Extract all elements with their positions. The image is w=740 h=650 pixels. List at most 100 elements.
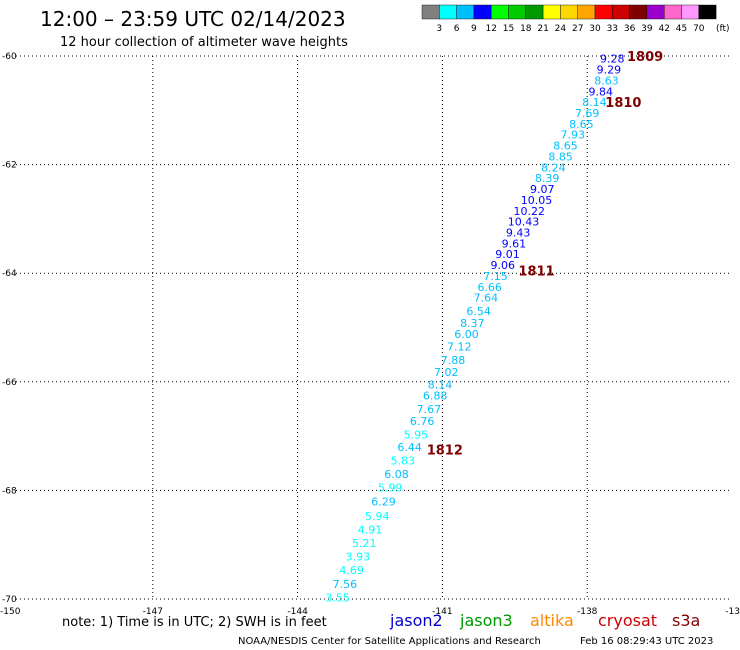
- satellite-legend: jason2 jason3 altika cryosat s3a: [389, 611, 700, 630]
- legend-swatch: [577, 4, 596, 20]
- wave-height-value: 6.76: [410, 415, 435, 428]
- pass-label: 1811: [518, 264, 554, 279]
- legend-label: 9: [471, 24, 477, 34]
- y-tick-label: -62: [2, 161, 17, 171]
- wave-height-value: 8.65: [553, 140, 578, 153]
- legend-label: 12: [485, 24, 496, 34]
- note-text: note: 1) Time is in UTC; 2) SWH is in fe…: [62, 615, 327, 630]
- wave-height-value: 5.21: [352, 537, 377, 550]
- pass-label: 1809: [627, 50, 663, 65]
- legend-swatch: [646, 4, 665, 20]
- wave-height-value: 6.88: [423, 389, 448, 402]
- legend-label: 21: [537, 24, 548, 34]
- wave-height-value: 6.29: [371, 495, 396, 508]
- legend-unit: (ft): [716, 24, 730, 34]
- wave-height-value: 8.85: [548, 150, 573, 163]
- y-axis-ticks: -60 -62 -64 -66 -68 -70: [2, 52, 17, 605]
- wave-height-value: 8.63: [594, 74, 619, 87]
- y-tick-label: -64: [2, 269, 17, 279]
- footer-timestamp: Feb 16 08:29:43 UTC 2023: [580, 636, 713, 647]
- legend-label: 45: [676, 24, 687, 34]
- wave-height-value: 7.93: [560, 129, 585, 142]
- legend-swatch: [664, 4, 682, 20]
- wave-height-value: 9.06: [490, 259, 515, 272]
- legend-swatch: [456, 4, 475, 20]
- wave-height-value: 5.83: [391, 455, 416, 468]
- legend-swatch: [542, 4, 561, 20]
- wave-height-value: 7.02: [434, 366, 459, 379]
- chart-title: 12:00 – 23:59 UTC 02/14/2023: [40, 7, 346, 31]
- legend-swatch: [698, 4, 717, 20]
- x-tick-label: -13: [725, 607, 740, 617]
- wave-height-value: 6.00: [454, 328, 479, 341]
- legend-swatch: [629, 4, 648, 20]
- wave-height-value: 3.55: [325, 591, 350, 604]
- x-tick-label: -138: [577, 607, 598, 617]
- legend-swatch: [525, 4, 544, 20]
- wave-height-value: 8.37: [460, 317, 485, 330]
- wave-height-value: 10.05: [521, 194, 553, 207]
- legend-label: 18: [520, 24, 532, 34]
- satellite-name: jason2: [389, 611, 443, 630]
- x-axis-ticks: -150 -147 -144 -141 -138 -13: [0, 607, 740, 617]
- pass-label: 1812: [427, 444, 463, 459]
- wave-height-value: 7.88: [441, 354, 466, 367]
- legend-swatch: [473, 4, 492, 20]
- legend-label: 6: [454, 24, 460, 34]
- legend-label: 15: [503, 24, 514, 34]
- legend-swatch: [439, 4, 457, 20]
- legend-swatch: [421, 4, 440, 20]
- legend-label: 70: [693, 24, 705, 34]
- wave-height-value: 8.39: [535, 172, 560, 185]
- satellite-name: s3a: [672, 611, 700, 630]
- wave-height-value: 7.64: [474, 292, 499, 305]
- x-tick-label: -141: [432, 607, 452, 617]
- legend-label: 30: [589, 24, 601, 34]
- wave-height-value: 9.43: [506, 226, 531, 239]
- satellite-name: jason3: [459, 611, 513, 630]
- wave-height-value: 10.43: [508, 216, 540, 229]
- satellite-name: cryosat: [598, 611, 657, 630]
- wave-height-value: 4.91: [358, 523, 383, 536]
- wave-height-value: 10.22: [514, 205, 546, 218]
- legend-label: 27: [572, 24, 583, 34]
- wave-height-value: 7.15: [483, 270, 508, 283]
- y-tick-label: -70: [2, 595, 17, 605]
- legend-swatch: [594, 4, 613, 20]
- wave-height-value: 9.28: [600, 53, 625, 66]
- legend-swatch: [491, 4, 509, 20]
- pass-labels: 1809 1810 1811 1812: [427, 50, 663, 459]
- y-tick-label: -68: [2, 486, 17, 496]
- legend-label: 33: [607, 24, 618, 34]
- wave-height-value: 8.24: [541, 161, 566, 174]
- wave-height-value: 8.14: [582, 96, 607, 109]
- wave-height-value: 5.95: [404, 428, 429, 441]
- color-legend: 3 6 9 12 15 18 21 24 27 30 33 36 39 42 45 70 (ft): [421, 4, 730, 34]
- wave-height-value: 9.61: [502, 237, 527, 250]
- legend-swatch: [560, 4, 578, 20]
- legend-swatch: [681, 4, 699, 20]
- legend-label: 39: [641, 24, 653, 34]
- wave-height-value: 7.12: [447, 341, 472, 354]
- wave-height-value: 4.69: [339, 564, 364, 577]
- y-tick-label: -60: [2, 52, 17, 62]
- wave-height-value: 9.07: [530, 183, 555, 196]
- chart-subtitle: 12 hour collection of altimeter wave hei…: [60, 35, 348, 50]
- wave-height-value: 6.44: [397, 441, 422, 454]
- wave-height-value: 3.93: [346, 551, 371, 564]
- pass-label: 1810: [605, 96, 641, 111]
- y-tick-label: -66: [2, 378, 17, 388]
- footer-credit: NOAA/NESDIS Center for Satellite Applica…: [238, 636, 541, 647]
- wave-height-value: 8.65: [569, 118, 594, 131]
- legend-label: 42: [658, 24, 669, 34]
- legend-label: 36: [624, 24, 636, 34]
- legend-label: 3: [436, 24, 442, 34]
- wave-height-value: 9.84: [588, 85, 613, 98]
- satellite-name: altika: [530, 611, 574, 630]
- legend-swatch: [612, 4, 630, 20]
- wave-height-value: 9.01: [495, 248, 520, 261]
- wave-height-value: 8.14: [428, 379, 453, 392]
- x-tick-label: -147: [143, 607, 163, 617]
- x-tick-label: -144: [287, 607, 308, 617]
